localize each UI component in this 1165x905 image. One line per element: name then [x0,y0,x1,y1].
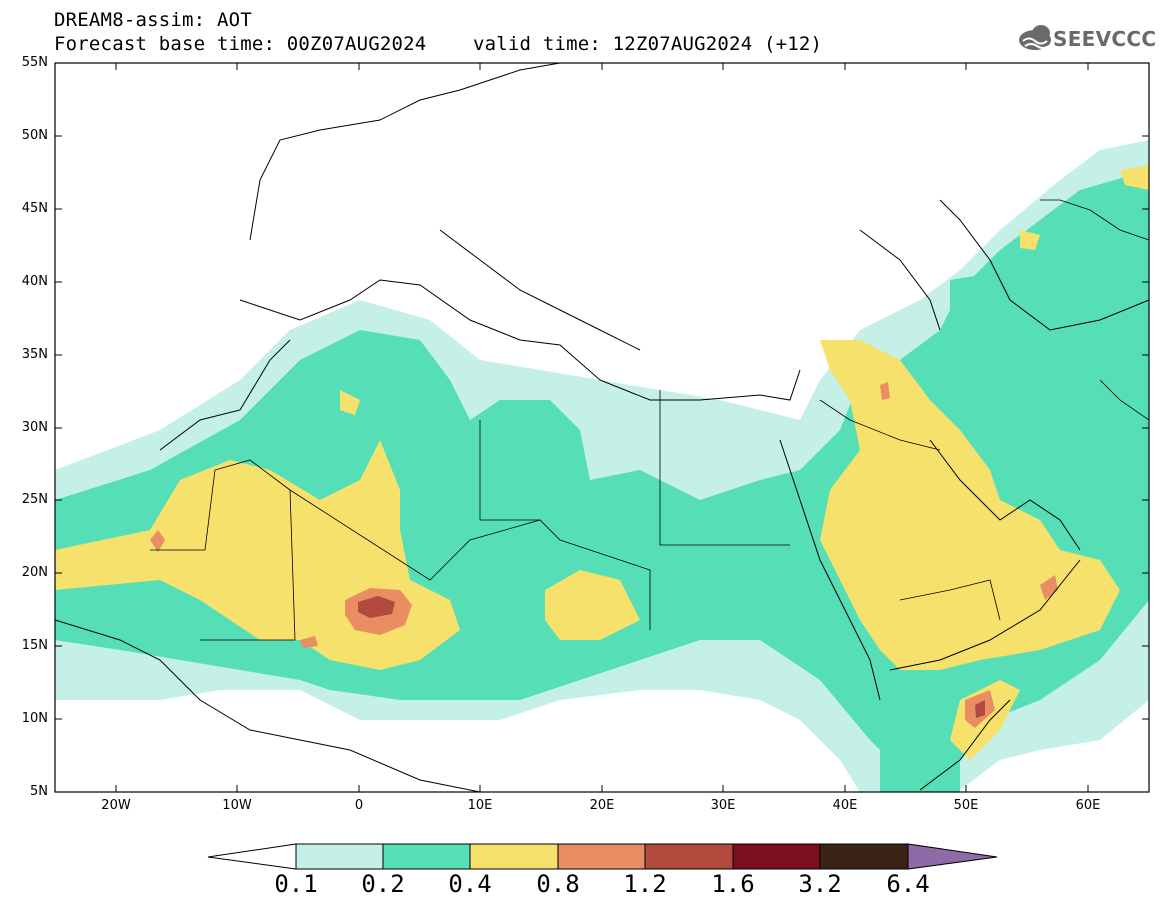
lon-label: 30E [710,798,736,813]
lat-label: 50N [21,128,48,143]
colorbar-label: 3.2 [798,870,842,898]
colorbar-cell [644,843,734,870]
lat-label: 25N [21,492,48,507]
logo-text: SEEVCCC [1053,27,1157,51]
colorbar-label: 0.4 [448,870,492,898]
lon-label: 20E [589,798,615,813]
lat-ticks [55,62,1149,720]
map-title: DREAM8-assim: AOT [54,9,252,31]
country-borders [150,199,1149,641]
lon-label: 20W [101,798,131,813]
colorbar-cell [469,843,559,870]
colorbar-label: 0.8 [536,870,580,898]
lon-label: 0 [354,798,364,813]
coastlines [55,63,1149,792]
lat-label: 15N [21,638,48,653]
colorbar-label: 1.6 [711,870,755,898]
aot-band-1-2 [358,596,985,718]
colorbar-label: 6.4 [886,870,930,898]
lat-label: 30N [21,420,48,435]
seevccc-logo [1019,25,1051,50]
colorbar-under-arrow [207,843,297,870]
colorbar-cell [557,843,646,870]
colorbar-label: 0.1 [274,870,318,898]
lon-ticks [115,63,1089,792]
colorbar-label: 0.2 [361,870,405,898]
lat-label: 45N [21,201,48,216]
colorbar-cell [732,843,821,870]
lat-label: 10N [21,711,48,726]
colorbar [207,843,998,870]
lat-label: 35N [21,347,48,362]
cloud-icon [1019,25,1051,50]
colorbar-label: 1.2 [623,870,667,898]
lat-label: 5N [30,784,48,799]
lon-label: 60E [1075,798,1101,813]
lon-label: 40E [832,798,858,813]
colorbar-cell [295,843,384,870]
lat-label: 55N [21,55,48,70]
colorbar-over-arrow [907,843,998,870]
aot-field [55,63,1149,792]
lat-label: 40N [21,274,48,289]
colorbar-cell [382,843,471,870]
lon-label: 10E [467,798,493,813]
lon-label: 50E [953,798,979,813]
lon-label: 10W [222,798,252,813]
forecast-time-subtitle: Forecast base time: 00Z07AUG2024 valid t… [54,33,823,55]
colorbar-cell [819,843,909,870]
lat-label: 20N [21,565,48,580]
